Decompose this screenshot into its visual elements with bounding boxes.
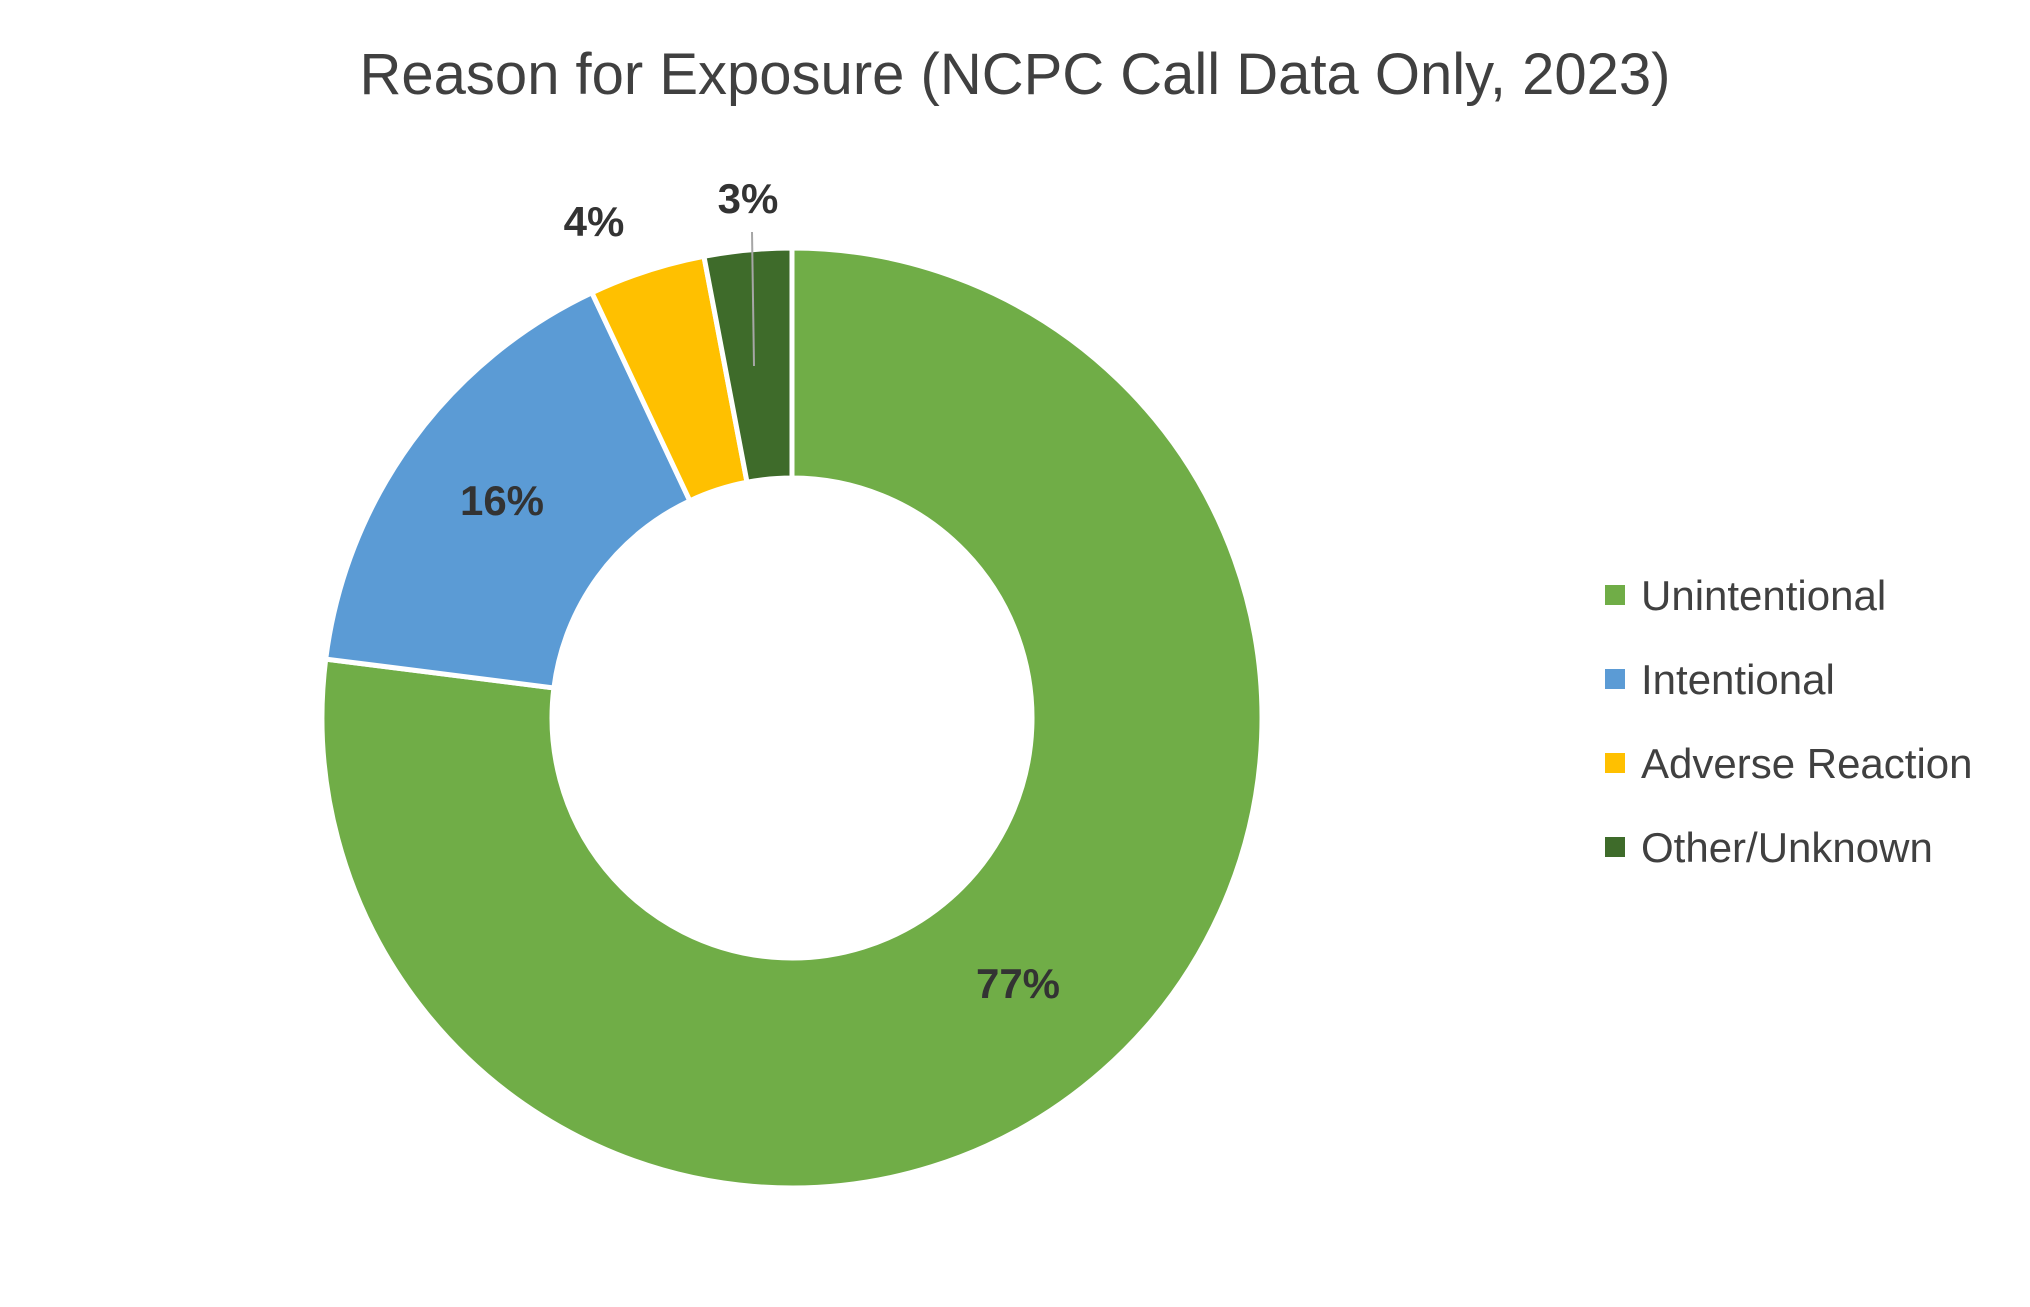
data-label-intentional: 16% (460, 477, 544, 524)
legend-label-other-unknown: Other/Unknown (1641, 824, 1933, 871)
legend: Unintentional Intentional Adverse Reaction… (1605, 572, 1973, 871)
slice-unintentional (319, 245, 1265, 1191)
legend-swatch-unintentional (1605, 585, 1625, 605)
data-labels: 77% 16% 4% 3% (460, 175, 1060, 1007)
slice-other-unknown (701, 245, 795, 486)
donut-slices (319, 245, 1265, 1191)
slice-intentional (322, 289, 694, 691)
legend-swatch-intentional (1605, 669, 1625, 689)
data-label-other-unknown: 3% (718, 175, 779, 222)
data-label-adverse-reaction: 4% (564, 198, 625, 245)
legend-label-intentional: Intentional (1641, 656, 1835, 703)
legend-swatch-other-unknown (1605, 837, 1625, 857)
legend-swatch-adverse-reaction (1605, 753, 1625, 773)
legend-label-adverse-reaction: Adverse Reaction (1641, 740, 1973, 787)
data-label-unintentional: 77% (976, 960, 1060, 1007)
leader-line-other-unknown (751, 231, 755, 367)
legend-label-unintentional: Unintentional (1641, 572, 1886, 619)
chart-title: Reason for Exposure (NCPC Call Data Only… (360, 42, 1671, 107)
